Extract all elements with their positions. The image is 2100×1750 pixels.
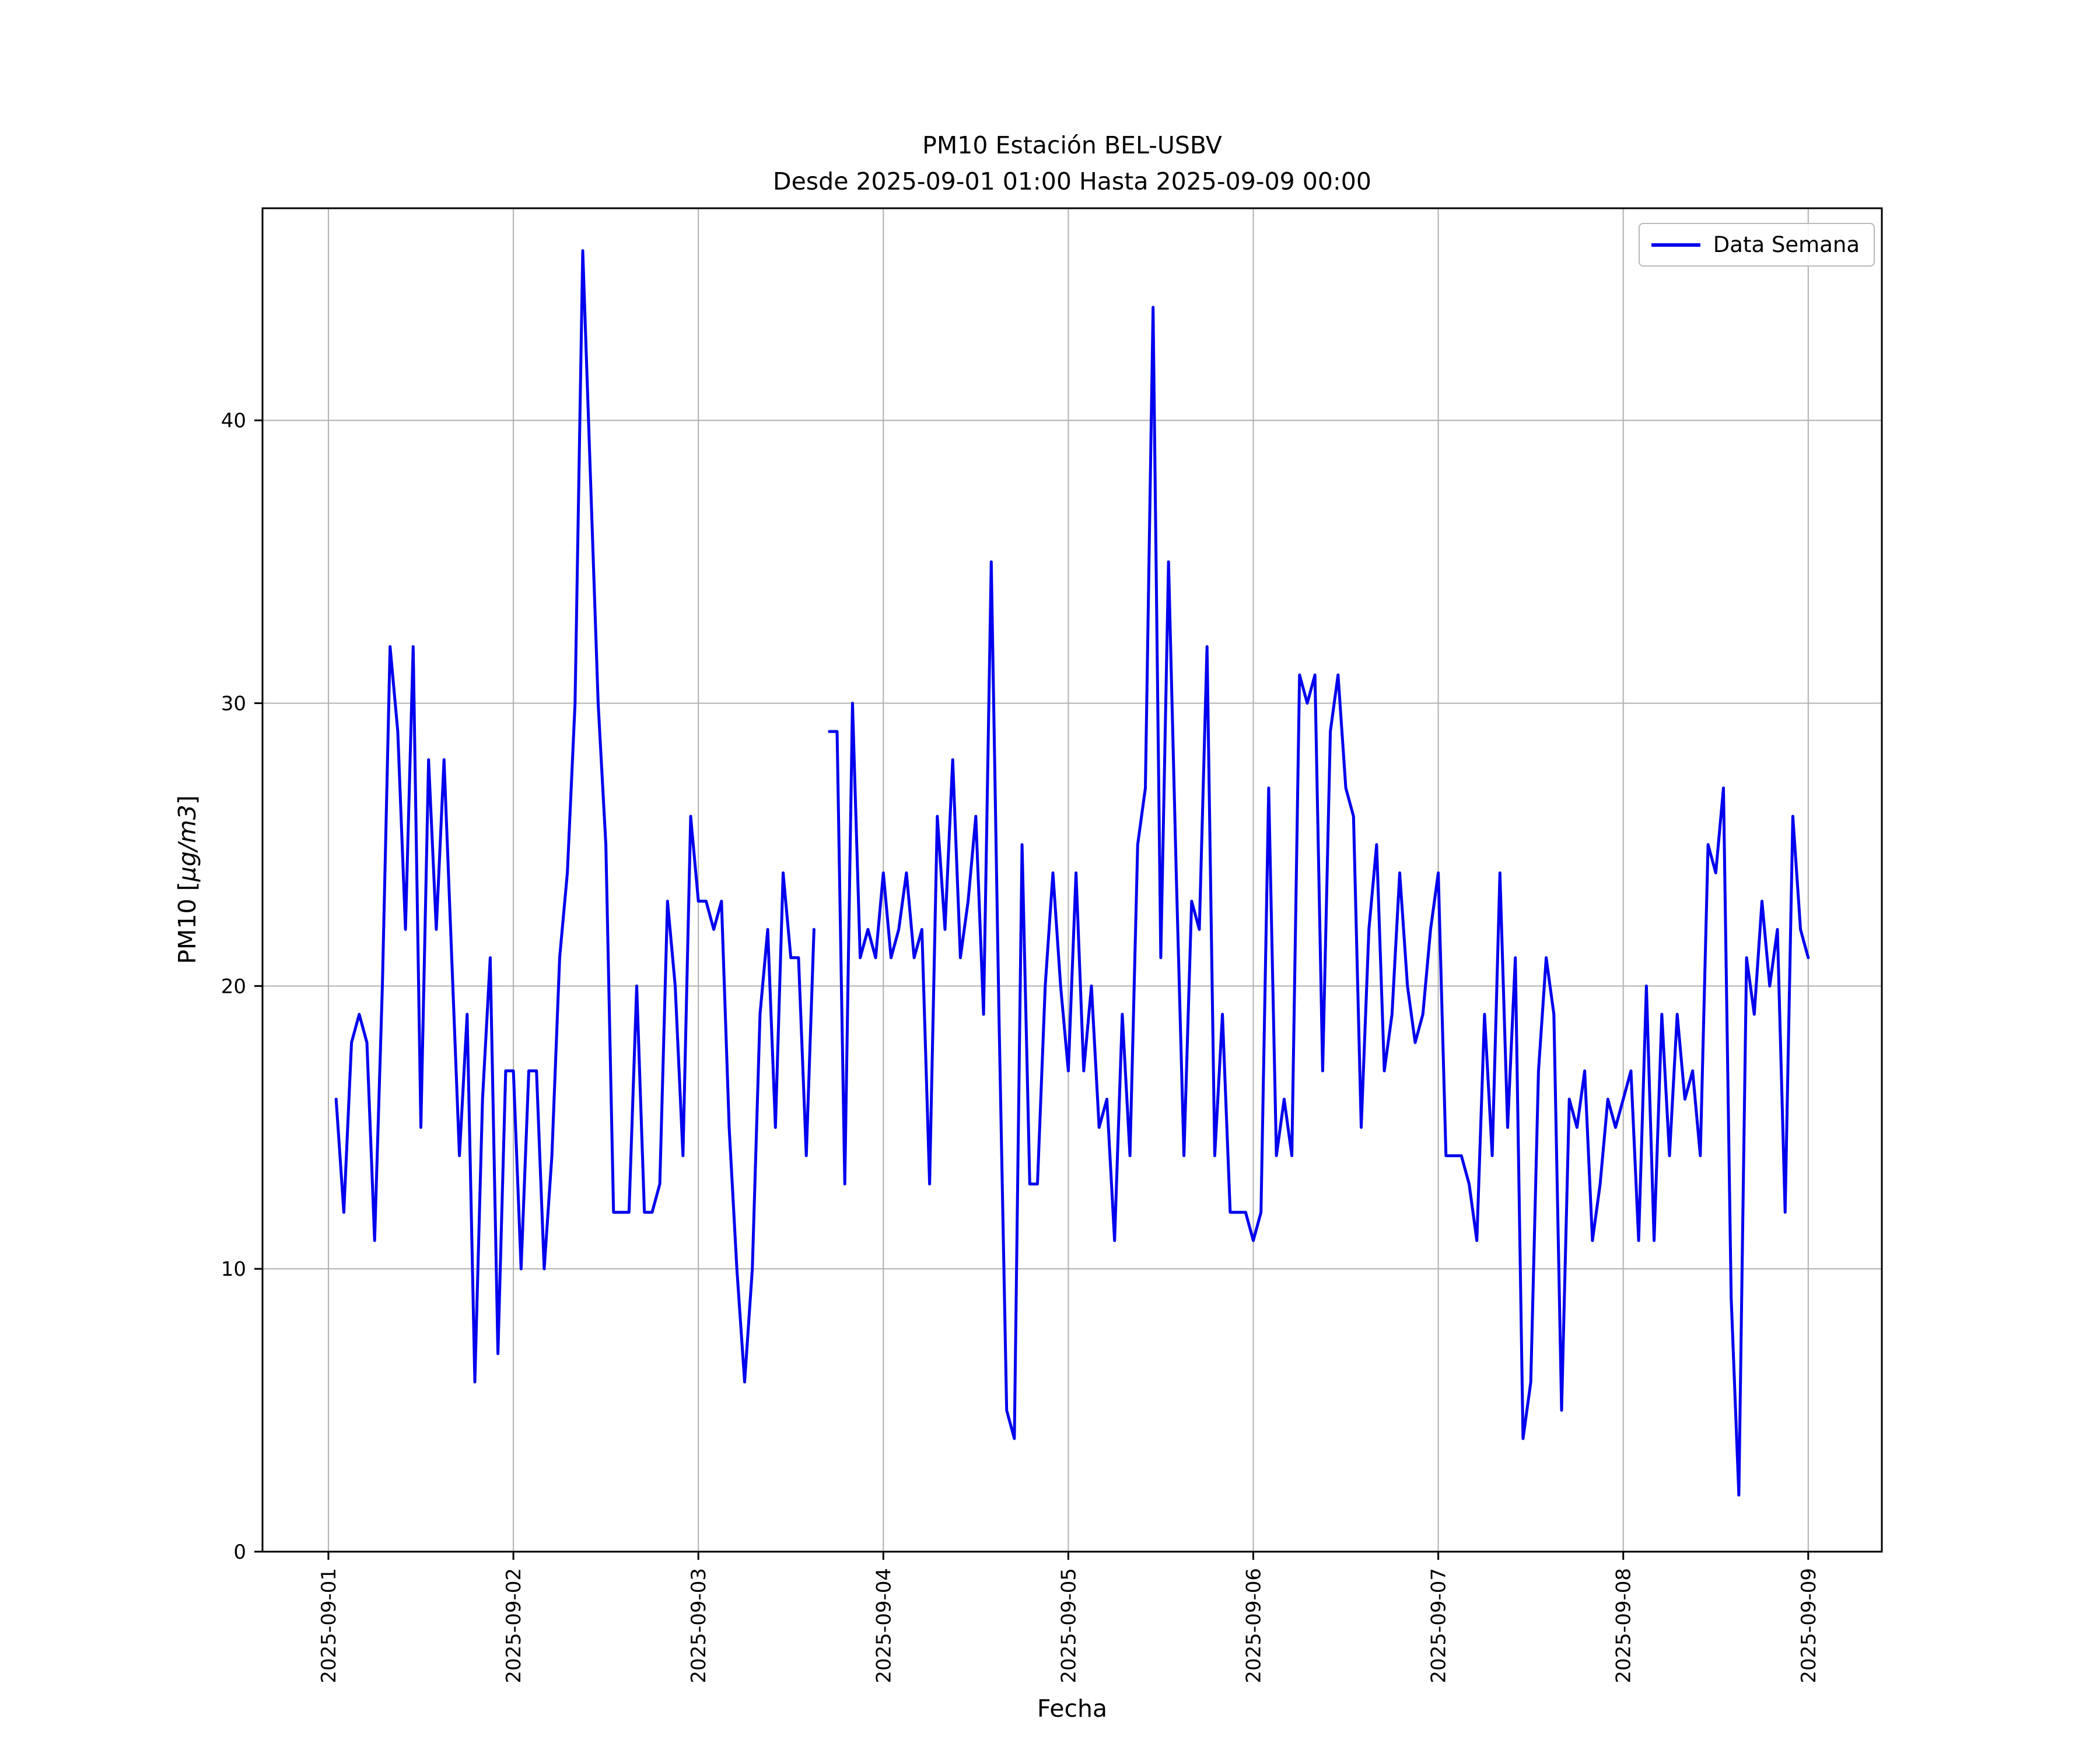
x-tick-label: 2025-09-01 xyxy=(317,1568,341,1684)
x-tick-label: 2025-09-02 xyxy=(502,1568,526,1684)
y-axis-label-prefix: PM10 [ xyxy=(173,881,201,964)
x-tick-label: 2025-09-05 xyxy=(1057,1568,1080,1684)
y-axis-label-suffix: ] xyxy=(173,795,201,805)
plot-border xyxy=(261,207,1883,1553)
y-axis-label: PM10 [µg/m3] xyxy=(173,795,201,964)
x-axis-label: Fecha xyxy=(1037,1695,1108,1723)
y-tick-label: 40 xyxy=(221,410,246,433)
chart-title-line2: Desde 2025-09-01 01:00 Hasta 2025-09-09 … xyxy=(773,167,1371,195)
legend-line-sample xyxy=(1651,243,1700,247)
y-axis-ticks: 0 10 20 30 40 xyxy=(221,410,262,1564)
y-tick-label: 30 xyxy=(221,692,246,715)
data-line-series xyxy=(334,249,1810,1497)
plot-background xyxy=(262,208,1882,1552)
x-tick-label: 2025-09-03 xyxy=(687,1568,710,1684)
x-axis-ticks: 2025-09-01 2025-09-02 2025-09-03 2025-09-04… xyxy=(317,1552,1821,1684)
legend-label: Data Semana xyxy=(1713,232,1860,257)
y-tick-label: 20 xyxy=(221,975,246,998)
y-axis-label-units: µg/m3 xyxy=(173,804,201,882)
chart-title-line1: PM10 Estación BEL-USBV xyxy=(922,131,1222,159)
y-tick-label: 0 xyxy=(233,1541,246,1564)
x-tick-label: 2025-09-04 xyxy=(872,1568,895,1684)
chart-title: PM10 Estación BEL-USBV Desde 2025-09-01 … xyxy=(262,127,1882,200)
y-tick-label: 10 xyxy=(221,1258,246,1281)
x-tick-label: 2025-09-09 xyxy=(1797,1568,1821,1684)
legend: Data Semana xyxy=(1638,223,1875,267)
x-tick-label: 2025-09-08 xyxy=(1612,1568,1636,1684)
x-tick-label: 2025-09-07 xyxy=(1427,1568,1451,1684)
x-tick-label: 2025-09-06 xyxy=(1242,1568,1265,1684)
